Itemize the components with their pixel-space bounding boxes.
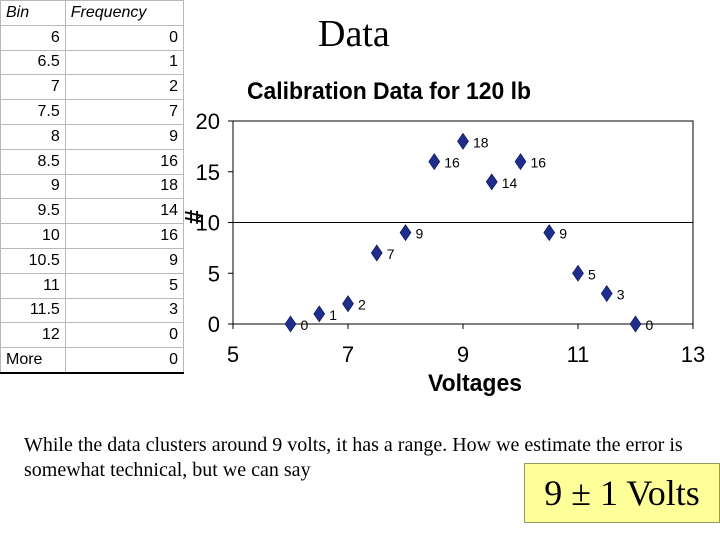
data-point-label: 1 [329,307,337,323]
bin-cell: 10.5 [0,247,66,274]
y-tick-label: 10 [196,211,220,236]
data-point-label: 2 [358,297,366,313]
data-point-marker [370,244,383,262]
bin-cell: 8 [0,123,66,150]
data-point-label: 9 [416,226,424,242]
frequency-cell: 5 [64,272,185,299]
x-tick-label: 13 [681,342,705,367]
frequency-cell: 2 [64,74,185,101]
frequency-cell: 14 [64,198,185,225]
bin-cell: 9 [0,173,66,200]
y-tick-label: 15 [196,160,220,185]
bin-cell: 7.5 [0,99,66,125]
frequency-cell: 0 [64,347,185,374]
bin-cell: More [0,347,66,374]
table-row: 7.5 7 [0,99,185,125]
bin-cell: 6.5 [0,49,66,76]
data-point-label: 5 [588,266,596,282]
table-row: More 0 [0,347,185,374]
data-point-label: 16 [531,155,547,171]
data-point-label: 0 [646,317,654,333]
x-axis-label: Voltages [428,370,522,397]
data-point-label: 9 [559,226,567,242]
y-tick-label: 0 [208,312,220,337]
frequency-cell: 3 [64,297,185,324]
data-point-marker [629,315,642,333]
table-row: 10.5 9 [0,247,185,274]
data-point-marker [399,224,412,242]
x-tick-label: 9 [457,342,469,367]
caption-text: While the data clusters around 9 volts, … [24,434,683,481]
frequency-cell: 1 [64,49,185,76]
table-row: 9 18 [0,173,185,200]
data-point-label: 0 [301,317,309,333]
bin-cell: 11.5 [0,297,66,324]
x-tick-label: 5 [227,342,239,367]
data-point-label: 16 [444,155,460,171]
y-tick-label: 20 [196,109,220,134]
table-header-row: Bin Frequency [0,0,185,26]
frequency-cell: 0 [64,322,185,349]
data-point-marker [342,295,354,313]
data-point-marker [572,264,584,282]
data-points: 0 1 2 7 9 16 18 14 16 9 5 3 0 [284,132,654,333]
table-row: 12 0 [0,322,185,349]
frequency-cell: 0 [64,24,185,51]
table-row: 6.5 1 [0,49,185,76]
data-point-label: 18 [473,134,489,150]
bin-cell: 9.5 [0,198,66,225]
bin-cell: 12 [0,322,66,349]
chart-title: Calibration Data for 120 lb [247,78,531,105]
frequency-table: Bin Frequency 6 0 6.5 1 7 2 7.5 7 8 9 8.5 16 9 18 9.5 1… [0,0,185,374]
table-body: 6 0 6.5 1 7 2 7.5 7 8 9 8.5 16 9 18 9.5 14 10 16 10.5 9 11 5 1… [0,24,185,374]
data-point-label: 7 [387,246,395,262]
table-row: 11 5 [0,272,185,299]
frequency-cell: 9 [64,247,185,274]
table-row: 11.5 3 [0,297,185,324]
data-point-marker [485,173,498,191]
data-point-marker [428,153,441,171]
data-point-marker [600,285,613,303]
x-tick-label: 7 [342,342,354,367]
frequency-cell: 18 [64,173,185,200]
data-point-label: 14 [502,175,518,191]
slide-title: Data [318,13,390,55]
frequency-cell: 16 [64,223,185,249]
frequency-cell: 9 [64,123,185,150]
bin-cell: 10 [0,223,66,249]
table-row: 8.5 16 [0,148,185,175]
bin-cell: 8.5 [0,148,66,175]
data-point-marker [514,153,527,171]
x-tick-label: 11 [567,342,590,367]
data-point-marker [543,224,556,242]
bin-cell: 11 [0,272,66,299]
table-row: 9.5 14 [0,198,185,225]
data-point-marker [313,305,326,323]
data-point-marker [284,315,297,333]
y-axis-label: # [185,209,209,224]
answer-box: 9 ± 1 Volts [524,463,720,523]
column-header-bin: Bin [0,0,66,26]
frequency-cell: 7 [64,99,185,125]
column-header-frequency: Frequency [64,0,185,26]
y-tick-label: 5 [208,261,220,286]
bin-cell: 6 [0,24,66,51]
bin-cell: 7 [0,74,66,101]
data-point-marker [457,132,469,150]
frequency-cell: 16 [64,148,185,175]
table-row: 10 16 [0,223,185,249]
data-point-label: 3 [617,287,625,303]
